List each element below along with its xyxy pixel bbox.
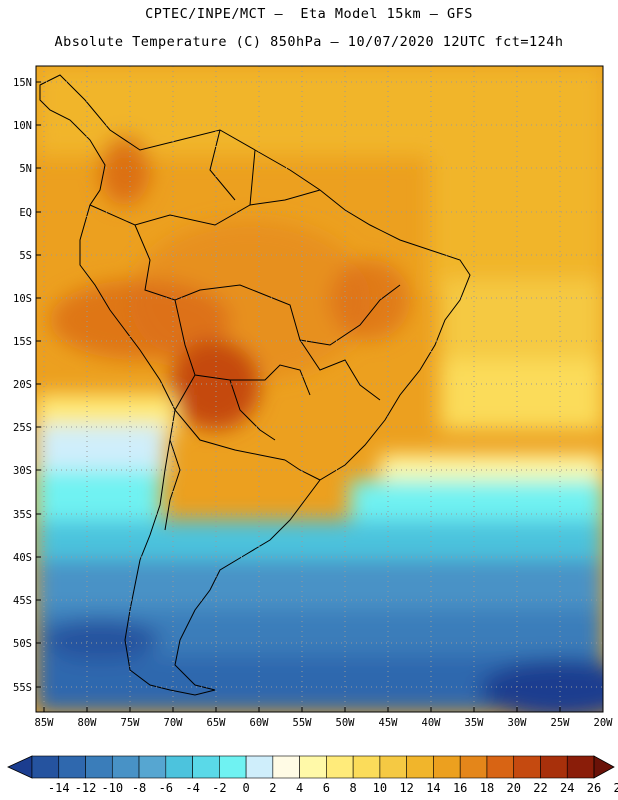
colorbar-swatches bbox=[7, 755, 615, 779]
colorbar-swatch bbox=[165, 755, 193, 779]
colorbar-swatch bbox=[85, 755, 113, 779]
colorbar-labels: -14 -12 -10 -8 -6 -4 -2 0 2 4 6 8 10 12 14 16 18 20 22 24 26… bbox=[48, 781, 618, 795]
colorbar-swatch bbox=[540, 755, 568, 779]
lat-label: 15N bbox=[13, 77, 32, 89]
colorbar-label: 4 bbox=[296, 781, 303, 795]
colorbar-swatch bbox=[352, 755, 381, 779]
colorbar-label: -14 bbox=[48, 781, 70, 795]
colorbar-label: 0 bbox=[242, 781, 249, 795]
colorbar-label: 20 bbox=[506, 781, 520, 795]
lon-label: 55W bbox=[293, 717, 313, 729]
lon-label: 35W bbox=[465, 717, 485, 729]
colorbar-label: 24 bbox=[560, 781, 574, 795]
colorbar-swatch bbox=[459, 755, 488, 779]
colorbar-label: -10 bbox=[101, 781, 123, 795]
colorbar-swatch bbox=[299, 755, 327, 779]
lat-label: EQ bbox=[19, 207, 32, 219]
colorbar-swatch bbox=[192, 755, 220, 779]
colorbar-min-arrow bbox=[7, 755, 33, 779]
colorbar-label: -12 bbox=[75, 781, 97, 795]
lon-label: 20W bbox=[594, 717, 614, 729]
colorbar-swatch bbox=[433, 755, 461, 779]
colorbar-label: 10 bbox=[373, 781, 387, 795]
lon-label: 30W bbox=[508, 717, 528, 729]
lat-label: 45S bbox=[13, 595, 32, 607]
colorbar-swatch bbox=[486, 755, 515, 779]
colorbar-swatch bbox=[111, 755, 140, 779]
colorbar-label: 8 bbox=[350, 781, 357, 795]
colorbar-label: 26 bbox=[587, 781, 601, 795]
lon-label: 85W bbox=[35, 717, 55, 729]
lon-label: 80W bbox=[78, 717, 98, 729]
colorbar-label: 18 bbox=[480, 781, 494, 795]
colorbar-swatch bbox=[513, 755, 541, 779]
lon-label: 75W bbox=[121, 717, 141, 729]
colorbar-swatch bbox=[406, 755, 434, 779]
colorbar-swatch bbox=[272, 755, 300, 779]
lon-label: 45W bbox=[379, 717, 399, 729]
lon-label: 50W bbox=[336, 717, 356, 729]
colorbar-swatch bbox=[566, 755, 595, 779]
colorbar-label: -4 bbox=[185, 781, 199, 795]
coastlines bbox=[39, 74, 471, 696]
lon-label: 60W bbox=[250, 717, 270, 729]
colorbar-label: -8 bbox=[132, 781, 146, 795]
lat-label: 10N bbox=[13, 120, 32, 132]
colorbar-label: 22 bbox=[533, 781, 547, 795]
lon-label: 25W bbox=[551, 717, 571, 729]
colorbar-label: 6 bbox=[323, 781, 330, 795]
lat-label: 20S bbox=[13, 379, 32, 391]
lon-label: 65W bbox=[207, 717, 227, 729]
colorbar-label: -2 bbox=[212, 781, 226, 795]
lat-label: 50S bbox=[13, 638, 32, 650]
colorbar-label: -6 bbox=[159, 781, 173, 795]
lat-label: 5N bbox=[19, 163, 32, 175]
colorbar-label: 28 bbox=[614, 781, 618, 795]
colorbar-swatch bbox=[58, 755, 86, 779]
chart-title-line1: CPTEC/INPE/MCT – Eta Model 15km – GFS bbox=[145, 6, 473, 22]
lat-label: 30S bbox=[13, 465, 32, 477]
lat-label: 25S bbox=[13, 422, 32, 434]
lat-label: 40S bbox=[13, 552, 32, 564]
longitude-labels: 85W 80W 75W 70W 65W 60W 55W 50W 45W 40W 35W 30W 25W 2… bbox=[35, 717, 614, 729]
axis-ticks bbox=[36, 81, 604, 712]
lon-label: 40W bbox=[422, 717, 442, 729]
plot-frame bbox=[35, 65, 604, 713]
lat-label: 55S bbox=[13, 682, 32, 694]
chart-title-line2: Absolute Temperature (C) 850hPa – 10/07/… bbox=[54, 34, 564, 50]
lat-label: 10S bbox=[13, 293, 32, 305]
colorbar-label: 16 bbox=[453, 781, 467, 795]
colorbar-swatch bbox=[219, 755, 247, 779]
colorbar-swatch bbox=[245, 755, 274, 779]
colorbar-max-arrow bbox=[593, 755, 615, 779]
colorbar-label: 2 bbox=[269, 781, 276, 795]
lat-label: 35S bbox=[13, 509, 32, 521]
colorbar-label: 12 bbox=[399, 781, 413, 795]
lat-label: 5S bbox=[19, 250, 32, 262]
latitude-labels: 15N 10N 5N EQ 5S 10S 15S 20S 25S 30S 35S 40S 45S 50S 5… bbox=[13, 77, 32, 694]
colorbar: -14 -12 -10 -8 -6 -4 -2 0 2 4 6 8 10 12 14 16 18 20 22 24 26… bbox=[7, 755, 618, 795]
colorbar-label: 14 bbox=[426, 781, 440, 795]
colorbar-swatch bbox=[326, 755, 354, 779]
colorbar-swatch bbox=[138, 755, 167, 779]
map-plot-area bbox=[36, 66, 603, 712]
colorbar-swatch bbox=[379, 755, 407, 779]
lat-label: 15S bbox=[13, 336, 32, 348]
lon-label: 70W bbox=[164, 717, 184, 729]
colorbar-swatch bbox=[31, 755, 60, 779]
